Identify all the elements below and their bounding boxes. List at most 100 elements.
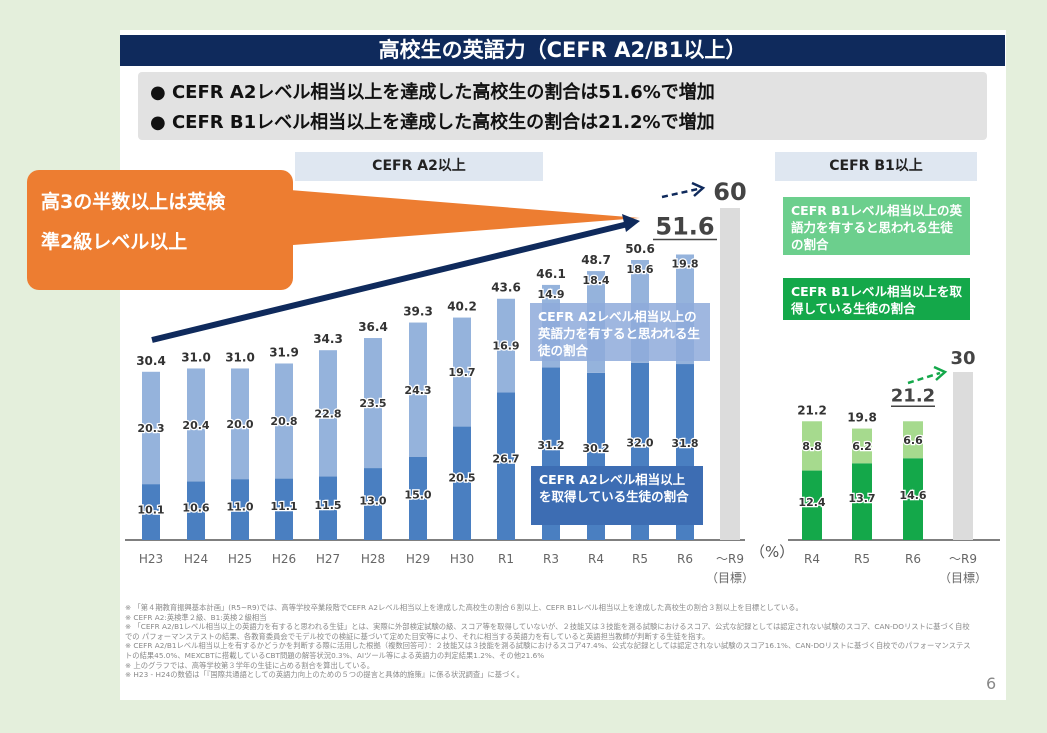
total-label: 21.2 — [797, 403, 827, 417]
x-tick-label: ～R9 — [949, 552, 977, 566]
bar-segment — [409, 322, 427, 457]
data-label: 19.7 — [448, 366, 475, 379]
data-label: 30.2 — [582, 442, 609, 455]
data-label: 19.8 — [671, 257, 698, 270]
data-label: 24.3 — [404, 384, 431, 397]
bar-segment — [453, 317, 471, 427]
data-label: 26.7 — [492, 453, 519, 466]
data-label: 18.4 — [582, 274, 609, 287]
x-tick-label: H30 — [450, 552, 474, 566]
bar-segment — [802, 470, 822, 540]
footnote: ※ 「CEFR A2/B1レベル相当以上の英語力を有すると思われる生徒」とは、実… — [125, 622, 970, 641]
bar-segment — [142, 371, 160, 485]
data-label: 6.2 — [852, 440, 872, 453]
x-tick-label: R3 — [543, 552, 559, 566]
total-label: 34.3 — [313, 332, 343, 346]
data-label: 32.0 — [626, 437, 653, 450]
bar-segment — [409, 457, 427, 540]
summary-a2: ● CEFR A2レベル相当以上を達成した高校生の割合は51.6%で増加 — [150, 82, 715, 103]
data-label: 31.8 — [671, 437, 698, 450]
footnote: ※ 上のグラフでは、高等学校第３学年の生徒に占める割合を算出している。 — [125, 660, 375, 670]
legend-a2-acquired: CEFR A2レベル相当以上を取得している生徒の割合 — [531, 466, 703, 525]
total-label-highlight: 51.6 — [655, 212, 714, 240]
bar-segment — [275, 478, 293, 540]
data-label: 13.0 — [359, 494, 386, 507]
x-tick-label: H23 — [139, 552, 163, 566]
bar-segment — [364, 338, 382, 469]
bar-segment — [231, 479, 249, 540]
target-value: 30 — [950, 348, 975, 369]
x-tick-label: ～R9 — [716, 552, 744, 566]
dashed-arrow-b1-head — [933, 365, 948, 381]
total-label: 31.0 — [225, 350, 255, 364]
a2-chart-title: CEFR A2以上 — [295, 152, 543, 181]
data-label: 31.2 — [537, 439, 564, 452]
data-label: 10.6 — [182, 502, 209, 515]
data-label: 18.6 — [626, 263, 653, 276]
data-label: 20.4 — [182, 419, 209, 432]
bar-segment — [453, 426, 471, 540]
data-label: 22.8 — [314, 407, 341, 420]
data-label: 23.5 — [359, 397, 386, 410]
total-label: 36.4 — [358, 320, 388, 334]
bar-segment — [497, 298, 515, 393]
x-tick-label: R4 — [588, 552, 604, 566]
data-label: 13.7 — [848, 492, 875, 505]
trend-arrow-head — [622, 214, 640, 232]
bar-segment — [142, 484, 160, 540]
data-label: 15.0 — [404, 488, 431, 501]
data-label: 6.6 — [903, 434, 923, 447]
target-value: 60 — [713, 178, 746, 206]
trend-arrow-line — [151, 221, 629, 343]
data-label: 16.9 — [492, 340, 519, 353]
callout-line-2: 準2級レベル以上 — [41, 231, 188, 253]
x-tick-label: H28 — [361, 552, 385, 566]
x-tick-sublabel: （目標） — [939, 571, 987, 585]
dashed-arrow-b1 — [907, 371, 941, 385]
data-label: 11.1 — [270, 500, 297, 513]
total-label-highlight: 21.2 — [891, 385, 935, 406]
dashed-arrow-a2-head — [691, 181, 706, 197]
bar-segment — [319, 350, 337, 477]
total-label: 31.9 — [269, 345, 299, 359]
target-bar — [953, 372, 973, 540]
bar-segment — [852, 463, 872, 540]
legend-b1-acquired: CEFR B1レベル相当以上を取得している生徒の割合 — [783, 278, 970, 320]
footnotes: ※ 「第４期教育振興基本計画」(R5~R9)では、高等学校卒業段階でCEFR A… — [125, 603, 975, 680]
data-label: 14.9 — [537, 288, 564, 301]
bar-segment — [187, 481, 205, 540]
bar-segment — [319, 476, 337, 540]
page-number: 6 — [986, 674, 997, 693]
data-label: 20.8 — [270, 415, 297, 428]
callout-box: 高3の半数以上は英検 準2級レベル以上 — [27, 170, 293, 290]
x-tick-label: H24 — [184, 552, 208, 566]
bar-segment — [364, 468, 382, 540]
total-label: 48.7 — [581, 253, 611, 267]
x-tick-label: R1 — [498, 552, 514, 566]
x-tick-label: H27 — [316, 552, 340, 566]
footnote: ※ 「第４期教育振興基本計画」(R5~R9)では、高等学校卒業段階でCEFR A… — [125, 603, 803, 612]
slide — [120, 30, 1006, 700]
data-label: 12.4 — [798, 496, 825, 509]
total-label: 30.4 — [136, 354, 166, 368]
total-label: 46.1 — [536, 267, 566, 281]
x-tick-sublabel: （目標） — [706, 571, 754, 585]
bar-segment — [231, 368, 249, 480]
footnote: ※ H23 - H24の数値は「『国際共通語としての英語力向上のための５つの提言… — [125, 670, 524, 680]
x-tick-label: R5 — [854, 552, 870, 566]
bar-segment — [497, 392, 515, 540]
data-label: 11.0 — [226, 501, 253, 514]
legend-a2-estimated: CEFR A2レベル相当以上の英語力を有すると思われる生徒の割合 — [530, 303, 710, 361]
unit-label: （%） — [750, 543, 795, 561]
data-label: 10.1 — [137, 503, 164, 516]
legend-b1-estimated: CEFR B1レベル相当以上の英語力を有すると思われる生徒の割合 — [783, 197, 970, 255]
bar-segment — [903, 458, 923, 540]
x-tick-label: R6 — [905, 552, 921, 566]
total-label: 50.6 — [625, 242, 655, 256]
x-tick-label: R4 — [804, 552, 820, 566]
data-label: 14.6 — [899, 489, 926, 502]
data-label: 20.3 — [137, 422, 164, 435]
x-tick-label: H26 — [272, 552, 296, 566]
data-label: 11.5 — [314, 499, 341, 512]
x-tick-label: R6 — [677, 552, 693, 566]
